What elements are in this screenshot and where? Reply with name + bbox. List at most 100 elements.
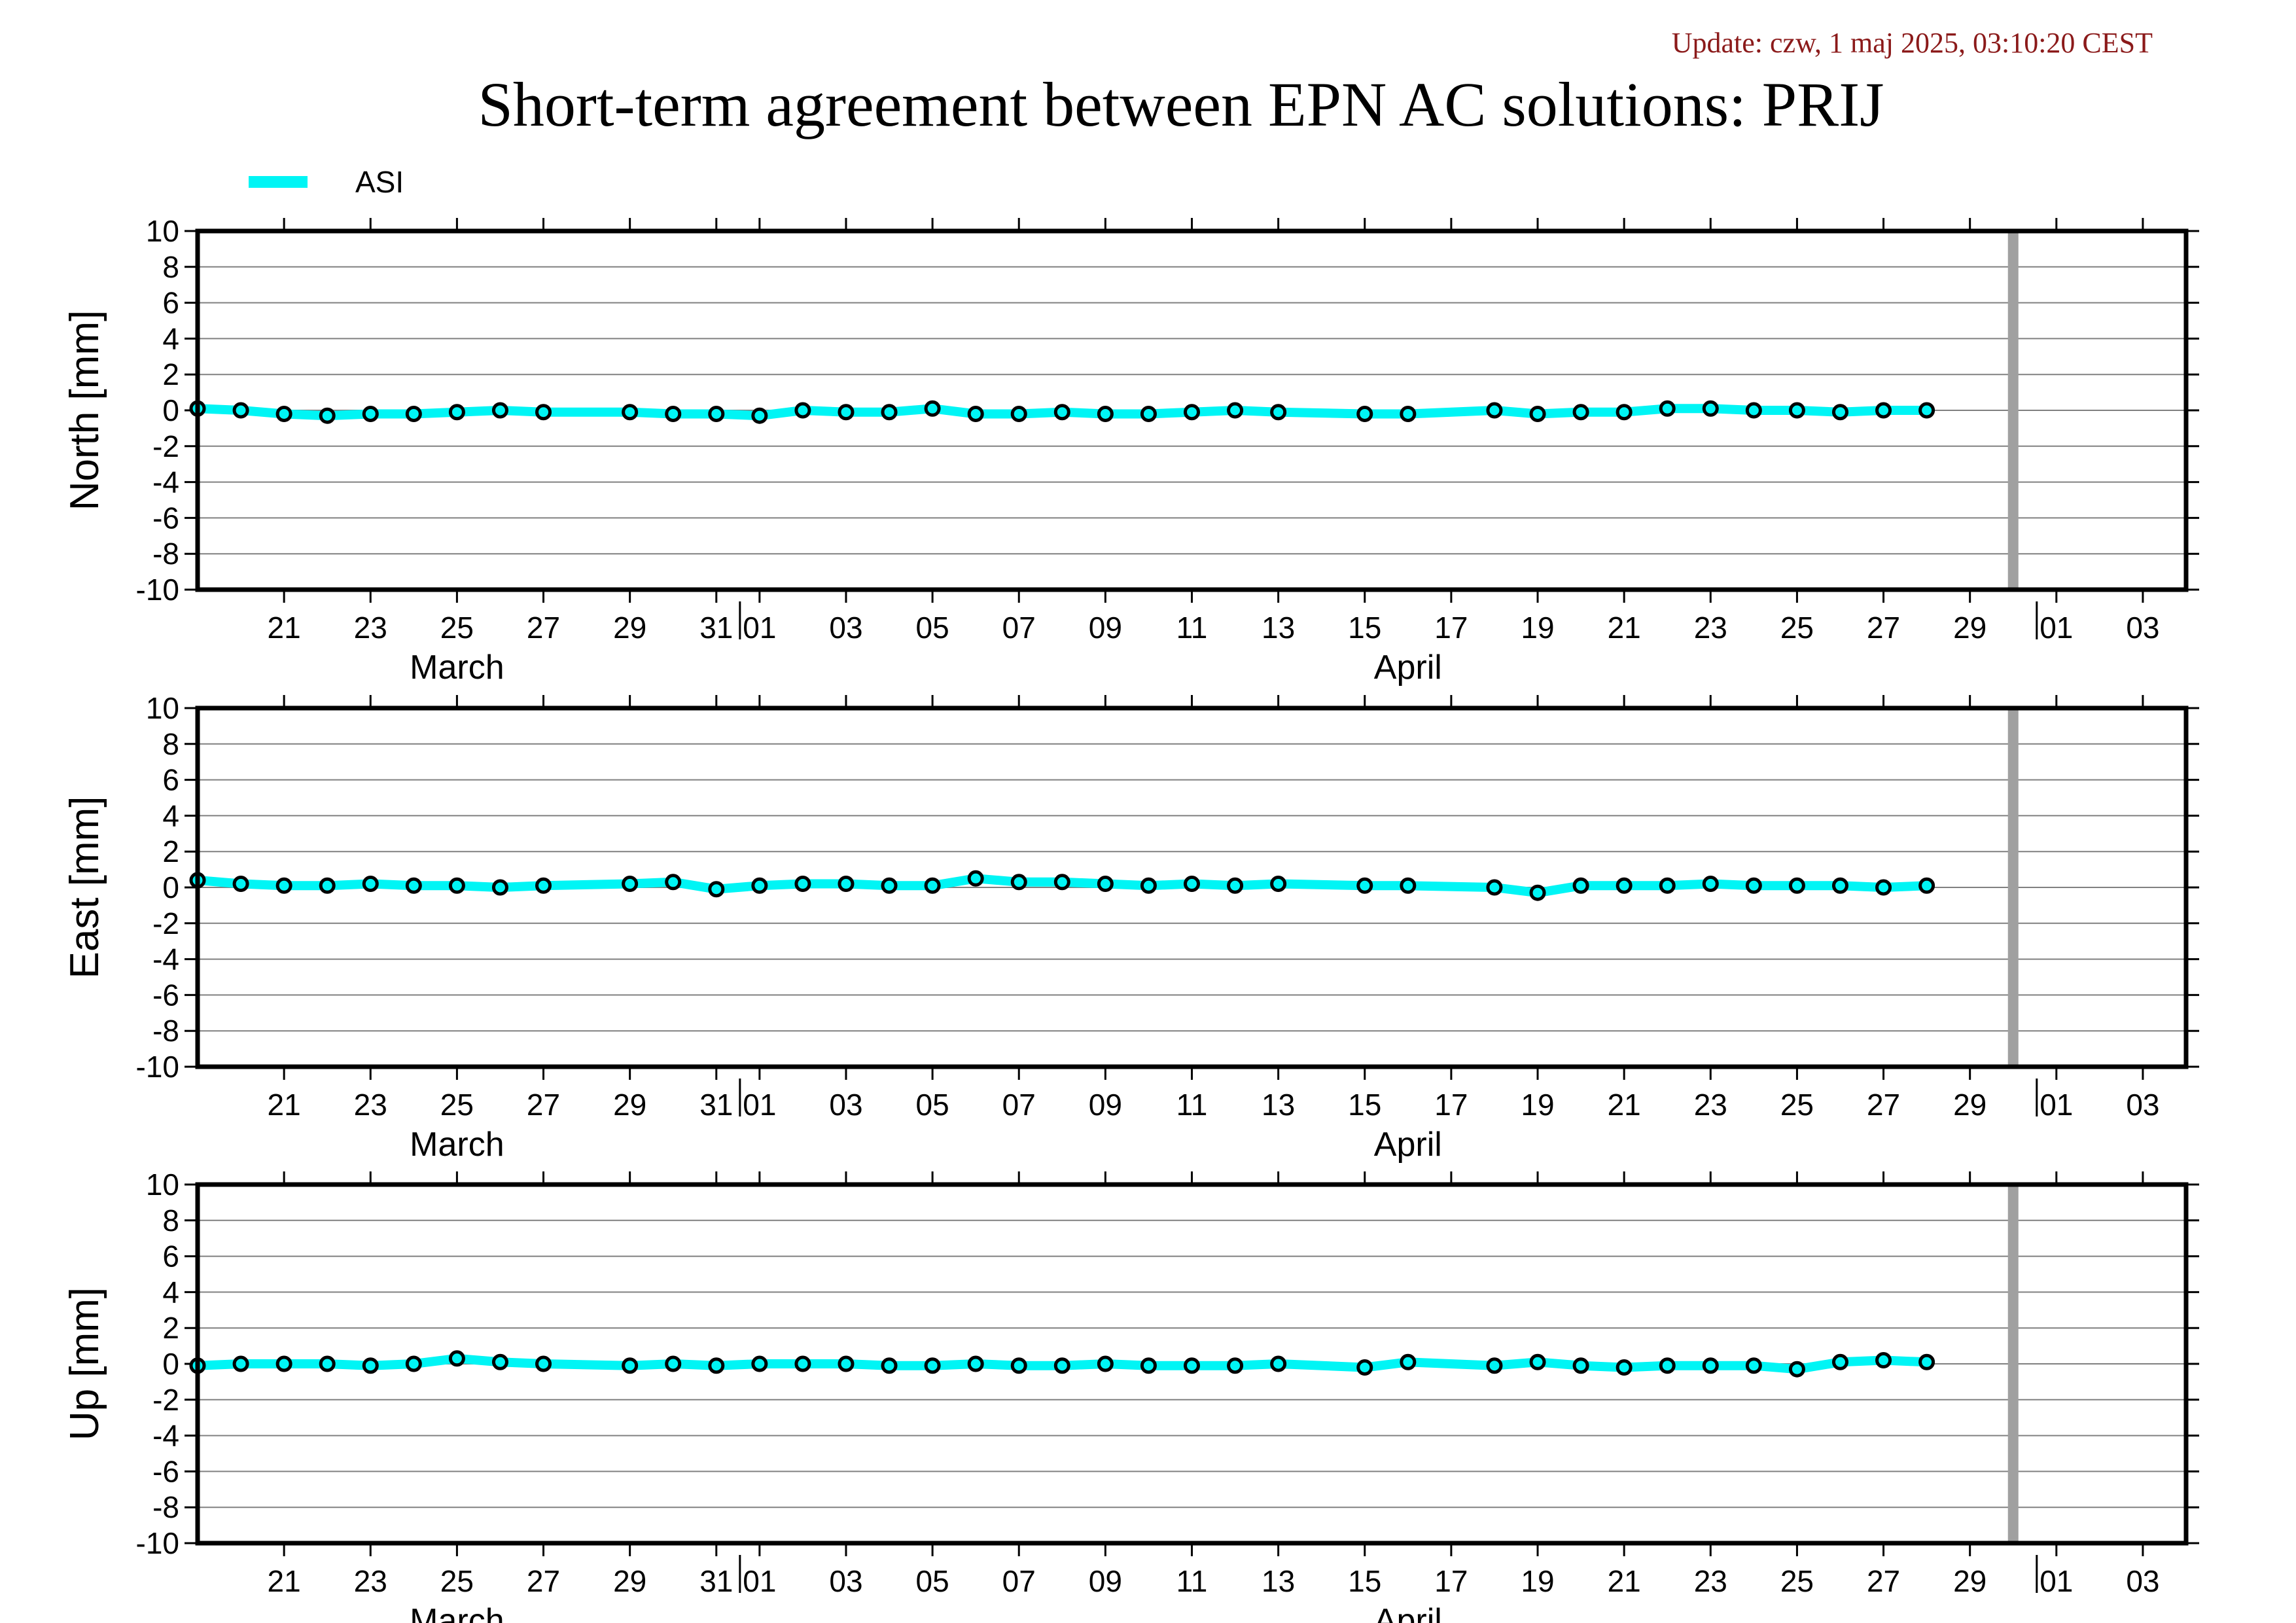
- y-tick-label: 0: [162, 1347, 179, 1381]
- data-point: [1227, 877, 1244, 894]
- month-label: April: [1374, 649, 1442, 687]
- data-point: [362, 876, 379, 893]
- data-point: [1486, 879, 1503, 896]
- y-tick-label: -10: [136, 1050, 179, 1084]
- x-tick-label: 27: [527, 1088, 560, 1122]
- data-point: [1097, 876, 1114, 893]
- data-point: [751, 407, 768, 424]
- data-point: [491, 879, 508, 896]
- data-point: [924, 1357, 941, 1374]
- y-axis-label: East [mm]: [62, 796, 107, 978]
- x-tick-label: 21: [1608, 611, 1641, 645]
- data-point: [1356, 1359, 1373, 1376]
- data-point: [708, 1357, 725, 1374]
- data-point: [535, 1355, 552, 1372]
- x-tick-label: 23: [354, 1564, 387, 1598]
- data-point: [1097, 405, 1114, 422]
- x-tick-label: 23: [1694, 611, 1727, 645]
- data-point: [1356, 405, 1373, 422]
- data-point: [881, 1357, 898, 1374]
- x-tick-label: 03: [2126, 1564, 2159, 1598]
- data-point: [1659, 400, 1676, 417]
- y-tick-label: 4: [162, 798, 179, 832]
- x-tick-label: 05: [916, 1564, 949, 1598]
- x-tick-label: 25: [1780, 611, 1814, 645]
- x-tick-label: 29: [1953, 1088, 1987, 1122]
- data-point: [275, 1355, 292, 1372]
- data-point: [924, 877, 941, 894]
- data-point: [1702, 876, 1719, 893]
- data-point: [1270, 404, 1287, 421]
- x-tick-label: 19: [1521, 611, 1554, 645]
- x-tick-label: 07: [1002, 1564, 1036, 1598]
- data-point: [1875, 402, 1892, 419]
- data-point: [1184, 404, 1200, 421]
- month-label: April: [1374, 1602, 1442, 1623]
- x-tick-label: 11: [1176, 611, 1208, 645]
- data-point: [708, 405, 725, 422]
- x-tick-label: 17: [1434, 1564, 1468, 1598]
- x-tick-label: 27: [1867, 611, 1900, 645]
- y-tick-label: -8: [152, 1014, 179, 1048]
- data-point: [1053, 1357, 1070, 1374]
- data-point: [794, 402, 811, 419]
- x-tick-label: 15: [1348, 611, 1381, 645]
- data-point: [838, 404, 855, 421]
- y-tick-label: -10: [136, 573, 179, 607]
- data-point: [1529, 1353, 1546, 1370]
- data-point: [1529, 884, 1546, 901]
- x-tick-label: 01: [2040, 611, 2073, 645]
- data-point: [665, 405, 682, 422]
- x-tick-label: 11: [1176, 1088, 1208, 1122]
- x-tick-label: 03: [829, 1564, 862, 1598]
- x-tick-label: 09: [1089, 611, 1122, 645]
- data-point: [1918, 402, 1935, 419]
- data-point: [491, 1353, 508, 1370]
- data-point: [1184, 876, 1200, 893]
- data-point: [1875, 879, 1892, 896]
- y-tick-label: 8: [162, 250, 179, 284]
- data-point: [232, 402, 249, 419]
- x-tick-label: 15: [1348, 1088, 1381, 1122]
- x-tick-label: 17: [1434, 1088, 1468, 1122]
- data-point: [1572, 877, 1589, 894]
- data-point: [1616, 404, 1633, 421]
- y-tick-label: 4: [162, 321, 179, 355]
- data-point: [1918, 1353, 1935, 1370]
- x-tick-label: 23: [354, 1088, 387, 1122]
- legend: ASI: [249, 165, 404, 199]
- month-label: April: [1374, 1126, 1442, 1164]
- data-point: [1788, 877, 1805, 894]
- data-point: [1831, 404, 1848, 421]
- y-tick-label: -6: [152, 1454, 179, 1488]
- data-point: [665, 874, 682, 891]
- x-tick-label: 09: [1089, 1088, 1122, 1122]
- chart-title: Short-term agreement between EPN AC solu…: [478, 69, 1884, 139]
- x-tick-label: 13: [1262, 1564, 1295, 1598]
- x-tick-label: 13: [1262, 1088, 1295, 1122]
- data-point: [1356, 877, 1373, 894]
- data-point: [967, 405, 984, 422]
- data-point: [838, 876, 855, 893]
- data-point: [448, 877, 465, 894]
- y-tick-label: -10: [136, 1526, 179, 1560]
- x-tick-label: 07: [1002, 1088, 1036, 1122]
- x-tick-label: 31: [699, 1088, 733, 1122]
- y-tick-label: 6: [162, 763, 179, 797]
- data-point: [1702, 1357, 1719, 1374]
- legend-label-asi: ASI: [355, 165, 404, 199]
- month-label: March: [410, 1602, 504, 1623]
- data-point: [535, 877, 552, 894]
- x-tick-label: 01: [743, 1088, 776, 1122]
- x-tick-label: 09: [1089, 1564, 1122, 1598]
- x-tick-label: 21: [268, 611, 301, 645]
- y-tick-label: 2: [162, 834, 179, 868]
- y-tick-label: -6: [152, 978, 179, 1012]
- data-point: [1831, 877, 1848, 894]
- x-tick-label: 21: [268, 1088, 301, 1122]
- y-tick-label: -4: [152, 465, 179, 499]
- data-point: [1270, 1355, 1287, 1372]
- y-tick-label: 0: [162, 393, 179, 427]
